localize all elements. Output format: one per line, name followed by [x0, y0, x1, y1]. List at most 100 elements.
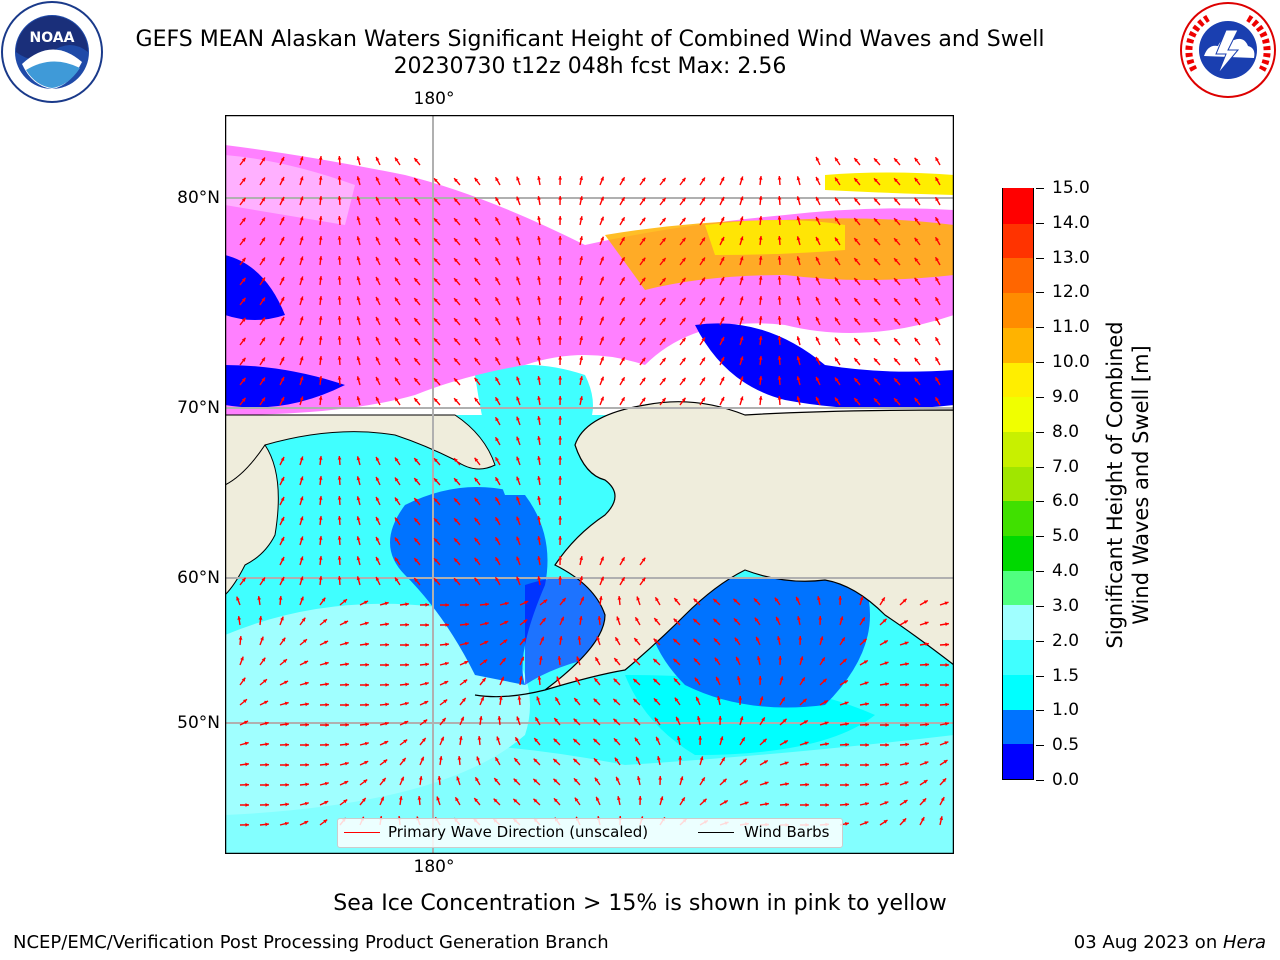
wave-direction-arrowhead [593, 758, 598, 763]
wave-direction-arrowhead [558, 216, 563, 220]
wave-direction-arrowhead [385, 682, 389, 687]
wave-direction-arrowhead [241, 217, 246, 222]
wave-direction-arrowhead [579, 256, 584, 261]
wave-direction-arrowhead [621, 317, 625, 322]
wave-direction-arrowhead [394, 237, 399, 242]
wave-direction-arrowhead [304, 660, 309, 665]
wave-direction-arrowhead [280, 336, 285, 341]
wave-direction-arrowhead [914, 377, 919, 382]
wave-direction-arrowhead [305, 782, 309, 787]
wave-direction-arrowhead [394, 297, 399, 302]
wave-direction-arrowhead [414, 398, 419, 402]
wave-direction-arrowhead [940, 797, 945, 802]
wave-direction-arrowhead [394, 457, 399, 462]
colorbar-tick [1036, 362, 1044, 364]
wave-direction-arrowhead [621, 357, 625, 362]
wave-direction-arrowhead [404, 720, 409, 725]
wave-direction-arrowhead [375, 196, 380, 201]
wave-direction-arrowhead [385, 642, 389, 647]
wave-direction-arrowhead [701, 777, 705, 782]
wave-direction-arrowhead [865, 802, 869, 806]
wave-direction-arrowhead [874, 158, 878, 163]
wave-direction-arrowhead [241, 177, 246, 182]
wave-direction-arrowhead [265, 742, 269, 747]
wave-direction-arrowhead [803, 720, 808, 724]
wave-direction-arrowhead [579, 196, 584, 201]
wave-direction-arrowhead [474, 397, 479, 402]
wave-direction-arrowhead [318, 256, 323, 260]
wave-direction-arrowhead [834, 157, 839, 162]
wave-direction-arrowhead [363, 779, 368, 784]
wave-direction-arrowhead [318, 296, 323, 300]
wave-direction-arrowhead [325, 742, 329, 747]
wave-direction-arrowhead [914, 197, 919, 202]
wave-direction-arrowhead [621, 277, 625, 282]
wave-direction-arrowhead [414, 518, 419, 522]
colorbar-tick [1036, 745, 1044, 747]
wave-direction-arrowhead [641, 297, 646, 302]
wave-direction-arrowhead [885, 723, 889, 727]
colorbar-tick [1036, 780, 1044, 781]
wave-direction-arrowhead [516, 456, 520, 461]
wave-direction-arrowhead [641, 357, 646, 362]
wave-direction-arrowhead [579, 376, 584, 381]
wave-direction-arrowhead [484, 621, 489, 626]
wave-direction-arrowhead [414, 178, 419, 182]
wave-direction-arrowhead [337, 316, 342, 320]
wave-direction-arrowhead [558, 356, 563, 360]
wave-direction-arrowhead [621, 557, 625, 562]
wave-direction-arrowhead [474, 798, 479, 802]
wave-direction-arrowhead [434, 298, 438, 303]
wave-direction-arrowhead [641, 257, 646, 262]
colorbar-tick-label: 8.0 [1052, 421, 1080, 442]
colorbar-tick-label: 6.0 [1052, 491, 1080, 512]
wave-direction-arrowhead [337, 396, 342, 400]
wave-direction-arrowhead [777, 296, 782, 300]
wave-direction-arrowhead [516, 316, 520, 321]
wave-direction-arrowhead [454, 218, 458, 223]
bering-sea-region [390, 487, 548, 685]
wave-direction-arrowhead [816, 596, 821, 601]
wave-direction-arrowhead [673, 678, 678, 683]
colorbar-tick-label: 14.0 [1052, 212, 1090, 233]
wave-direction-arrowhead [244, 741, 249, 746]
wave-direction-arrowhead [305, 722, 309, 727]
wave-direction-arrowhead [815, 276, 820, 281]
wave-direction-arrowhead [762, 738, 767, 743]
wave-direction-arrowhead [280, 456, 285, 461]
chukchi-sea-region [475, 365, 593, 495]
wave-direction-arrowhead [698, 736, 703, 740]
wave-direction-arrowhead [241, 397, 246, 402]
wave-direction-arrowhead [845, 783, 849, 787]
wave-direction-arrowhead [304, 681, 309, 686]
wave-direction-arrowhead [681, 217, 686, 222]
wave-direction-arrowhead [241, 277, 246, 282]
wave-direction-arrowhead [484, 640, 489, 645]
wave-direction-arrowhead [536, 696, 540, 701]
wave-direction-arrowhead [659, 796, 664, 801]
wave-direction-arrowhead [661, 297, 666, 302]
wave-direction-arrowhead [524, 600, 529, 605]
wave-direction-arrowhead [553, 778, 558, 783]
wave-direction-arrowhead [945, 722, 949, 726]
wave-direction-arrowhead [635, 756, 640, 761]
wave-direction-arrowhead [474, 277, 479, 282]
wave-direction-arrowhead [356, 556, 361, 561]
wave-direction-arrowhead [537, 196, 541, 200]
wave-direction-arrowhead [364, 741, 369, 746]
wave-direction-arrowhead [905, 703, 909, 707]
wave-direction-arrowhead [556, 676, 560, 681]
wave-direction-arrowhead [885, 702, 889, 707]
wave-direction-arrowhead [325, 682, 329, 687]
wave-direction-arrowhead [474, 217, 479, 222]
wave-direction-arrowhead [621, 377, 625, 382]
wave-height-map [225, 115, 954, 854]
wave-direction-arrowhead [560, 616, 564, 621]
wave-direction-arrowhead [337, 236, 342, 240]
wave-direction-arrowhead [925, 662, 929, 667]
wave-direction-arrowhead [777, 256, 782, 260]
wave-direction-arrowhead [474, 517, 479, 522]
wave-direction-arrowhead [834, 197, 839, 202]
wave-direction-arrowhead [375, 376, 380, 381]
wave-direction-arrowhead [579, 556, 584, 561]
